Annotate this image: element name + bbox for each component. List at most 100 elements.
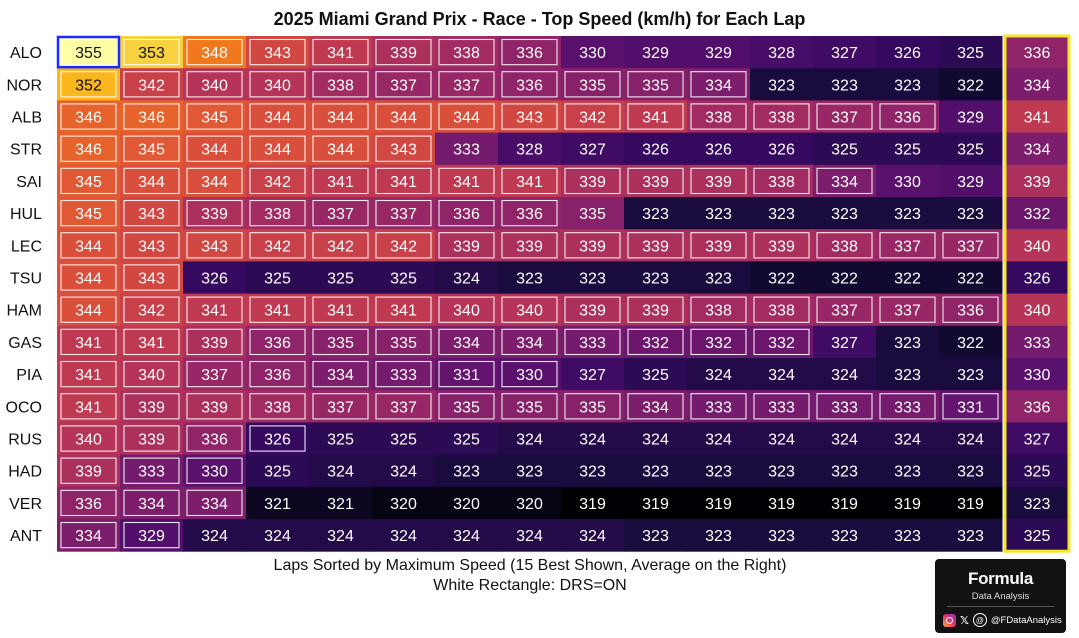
drs-marker bbox=[375, 296, 432, 323]
heatmap-cell bbox=[750, 390, 814, 423]
driver-label-ver: VER bbox=[9, 496, 42, 513]
driver-label-ant: ANT bbox=[10, 528, 42, 545]
heatmap-cell bbox=[183, 422, 247, 456]
cell-value: 344 bbox=[201, 142, 228, 159]
average-cell bbox=[1005, 519, 1069, 552]
cell-value: 333 bbox=[831, 399, 858, 416]
cell-value: 343 bbox=[138, 238, 165, 255]
average-value: 325 bbox=[1024, 528, 1051, 545]
drs-marker bbox=[60, 71, 117, 98]
driver-label-ham: HAM bbox=[6, 303, 42, 320]
drs-marker bbox=[438, 103, 495, 130]
driver-label-had: HAD bbox=[8, 464, 42, 481]
cell-value: 324 bbox=[264, 528, 291, 545]
heatmap-cell bbox=[435, 68, 499, 101]
heatmap-cell bbox=[876, 164, 940, 198]
cell-value: 333 bbox=[705, 399, 732, 416]
driver-label-hul: HUL bbox=[10, 206, 42, 223]
cell-value: 339 bbox=[705, 174, 732, 191]
drs-marker bbox=[753, 296, 810, 323]
heatmap-cell bbox=[750, 261, 814, 295]
cell-value: 346 bbox=[75, 110, 102, 127]
heatmap-cell bbox=[813, 422, 877, 456]
cell-value: 344 bbox=[75, 238, 102, 255]
heatmap-cell bbox=[939, 358, 1003, 391]
drs-marker bbox=[60, 38, 117, 66]
drs-marker bbox=[60, 103, 117, 130]
cell-value: 339 bbox=[579, 303, 606, 320]
drs-marker bbox=[375, 71, 432, 98]
heatmap-cell bbox=[57, 293, 121, 327]
brand-logo-text: Formula bbox=[968, 569, 1033, 588]
heatmap-cell bbox=[183, 390, 247, 423]
heatmap-cell bbox=[57, 36, 121, 69]
cell-value: 339 bbox=[390, 45, 417, 62]
drs-marker bbox=[690, 393, 747, 420]
drs-marker bbox=[123, 457, 180, 484]
heatmap-cell bbox=[435, 454, 499, 488]
drs-marker bbox=[375, 232, 432, 259]
heatmap-cell bbox=[435, 486, 499, 520]
heatmap-cell bbox=[120, 229, 184, 262]
drs-marker bbox=[249, 167, 306, 195]
driver-label-lec: LEC bbox=[11, 238, 42, 255]
drs-marker bbox=[249, 38, 306, 66]
cell-value: 333 bbox=[453, 142, 480, 159]
drs-marker bbox=[501, 328, 558, 356]
heatmap-cell bbox=[120, 68, 184, 101]
average-cell bbox=[1005, 36, 1069, 69]
drs-marker bbox=[123, 103, 180, 130]
cell-value: 333 bbox=[768, 399, 795, 416]
drs-marker bbox=[186, 167, 243, 195]
driver-label-gas: GAS bbox=[8, 335, 42, 352]
cell-value: 341 bbox=[75, 399, 102, 416]
cell-value: 323 bbox=[831, 464, 858, 481]
average-cell bbox=[1005, 197, 1069, 230]
heatmap-cell bbox=[750, 486, 814, 520]
cell-value: 322 bbox=[957, 335, 984, 352]
driver-label-oco: OCO bbox=[6, 399, 42, 416]
heatmap-cell bbox=[561, 132, 625, 166]
heatmap-cell bbox=[561, 36, 625, 69]
cell-value: 334 bbox=[642, 399, 669, 416]
heatmap-cell bbox=[624, 454, 688, 488]
social-handles: 𝕏 @ @FDataAnalysis bbox=[943, 612, 1063, 628]
average-cell bbox=[1005, 261, 1069, 295]
heatmap-cell bbox=[687, 390, 751, 423]
drs-marker bbox=[753, 328, 810, 356]
drs-marker bbox=[690, 103, 747, 130]
cell-value: 342 bbox=[390, 238, 417, 255]
drs-marker bbox=[690, 232, 747, 259]
heatmap-cell bbox=[309, 325, 373, 359]
drs-marker bbox=[249, 296, 306, 323]
cell-value: 319 bbox=[957, 496, 984, 513]
heatmap-cell bbox=[246, 261, 310, 295]
heatmap-cell bbox=[939, 422, 1003, 456]
heatmap-cell bbox=[372, 293, 436, 327]
heatmap-cell bbox=[498, 293, 562, 327]
heatmap-cell bbox=[750, 100, 814, 134]
cell-value: 330 bbox=[201, 464, 228, 481]
heatmap-cell bbox=[561, 519, 625, 552]
drs-marker bbox=[438, 38, 495, 66]
drs-marker bbox=[60, 489, 117, 517]
heatmap-cell bbox=[876, 358, 940, 391]
cell-value: 333 bbox=[894, 399, 921, 416]
heatmap-cell bbox=[183, 36, 247, 69]
drs-marker bbox=[879, 232, 936, 259]
heatmap-cell bbox=[120, 486, 184, 520]
heatmap-cell bbox=[939, 454, 1003, 488]
heatmap-cell bbox=[246, 197, 310, 230]
heatmap-cell bbox=[120, 454, 184, 488]
average-cell bbox=[1005, 325, 1069, 359]
average-cell bbox=[1005, 68, 1069, 101]
drs-marker bbox=[123, 167, 180, 195]
driver-label-str: STR bbox=[10, 142, 42, 159]
heatmap-cell bbox=[57, 519, 121, 552]
drs-marker bbox=[438, 328, 495, 356]
drs-marker bbox=[123, 199, 180, 227]
heatmap-cell bbox=[120, 325, 184, 359]
cell-value: 323 bbox=[768, 464, 795, 481]
drs-marker bbox=[879, 393, 936, 420]
drs-marker bbox=[438, 393, 495, 420]
